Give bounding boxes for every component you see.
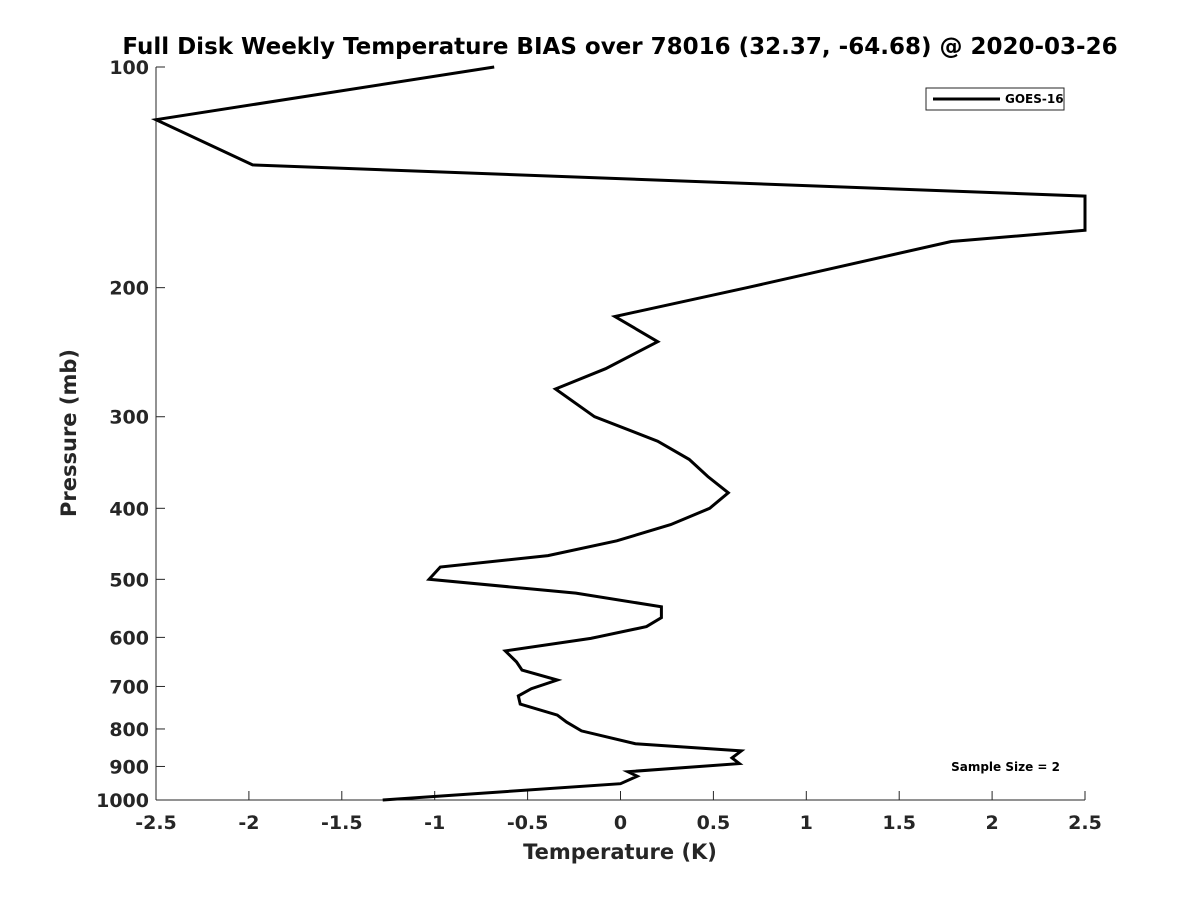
legend-label-goes-16: GOES-16 xyxy=(1005,92,1064,106)
x-tick-label: 0.5 xyxy=(697,812,731,834)
series-layer xyxy=(150,65,1087,802)
y-tick-label: 600 xyxy=(109,627,149,649)
x-axis-label: Temperature (K) xyxy=(523,840,717,864)
y-tick-label: 800 xyxy=(109,719,149,741)
sample-size-annotation: Sample Size = 2 xyxy=(951,760,1060,774)
x-tick-label: 1.5 xyxy=(882,812,916,834)
y-axis-label: Pressure (mb) xyxy=(57,349,81,517)
x-tick-label: 1 xyxy=(800,812,813,834)
x-tick-label: 2.5 xyxy=(1068,812,1102,834)
x-tick-label: -0.5 xyxy=(507,812,549,834)
legend: GOES-16 xyxy=(925,87,1065,111)
y-tick-label: 900 xyxy=(109,756,149,778)
x-tick-label: -2 xyxy=(238,812,259,834)
x-tick-label: 0 xyxy=(614,812,627,834)
y-tick-label: 300 xyxy=(109,407,149,429)
x-tick-label: -1 xyxy=(424,812,445,834)
y-tick-label: 200 xyxy=(109,278,149,300)
y-tick-label: 100 xyxy=(109,57,149,79)
x-tick-label: -2.5 xyxy=(135,812,177,834)
y-tick-label: 500 xyxy=(109,569,149,591)
x-tick-label: 2 xyxy=(985,812,998,834)
series-line-goes-16 xyxy=(150,65,1087,802)
y-tick-label: 1000 xyxy=(96,790,149,812)
x-tick-label: -1.5 xyxy=(321,812,363,834)
x-ticks: -2.5 -2 -1.5 -1 -0.5 0 0.5 1 1.5 2 2.5 xyxy=(135,791,1102,834)
chart-title: Full Disk Weekly Temperature BIAS over 7… xyxy=(122,34,1117,60)
y-ticks: 100 200 300 400 500 600 700 800 900 1000 xyxy=(96,57,165,812)
plot-area: -2.5 -2 -1.5 -1 -0.5 0 0.5 1 1.5 2 2.5 100 200 300 40… xyxy=(96,57,1102,834)
y-tick-label: 400 xyxy=(109,498,149,520)
y-tick-label: 700 xyxy=(109,676,149,698)
